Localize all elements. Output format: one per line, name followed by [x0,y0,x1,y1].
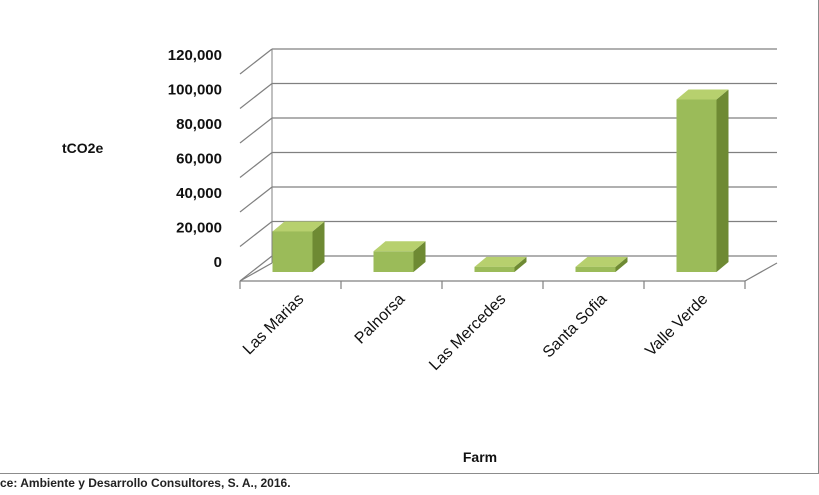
bar-side [716,89,729,272]
gridline-left-slant [239,48,273,75]
x-category-label: Las Marias [240,291,307,358]
x-category-label: Las Mercedes [426,291,509,374]
bar-top [676,89,729,100]
bar [575,266,616,272]
bar-side [615,256,628,272]
x-category-label: Santa Sofia [540,291,611,362]
x-category-labels: Las Marias Palnorsa Las Mercedes Santa Sofi… [240,291,711,374]
bar-top [373,241,426,252]
y-tick-label: 40,000 [176,185,222,202]
bar [474,266,515,272]
bar-top [272,221,325,232]
bar-side [413,241,426,272]
y-tick-label: 0 [214,254,222,271]
bar-top [474,256,527,267]
y-tick-label: 100,000 [168,82,222,99]
floor-left-edge [239,262,273,282]
gridline-left-slant [239,117,273,144]
y-tick-label: 60,000 [176,151,222,168]
y-axis-title: tCO2e [62,140,103,156]
bar [373,251,414,272]
bar-side [514,256,527,272]
bar [272,231,313,272]
gridline-left-slant [239,255,273,282]
x-category-label: Palnorsa [352,291,409,348]
y-tick-label: 80,000 [176,116,222,133]
bar-side [312,221,325,272]
bar-top [575,256,628,267]
bar-chart: 020,00040,00060,00080,000100,000120,000 … [62,47,778,465]
x-category-label: Valle Verde [642,291,711,360]
gridline-left-slant [239,221,273,247]
source-note: ce: Ambiente y Desarrollo Consultores, S… [0,476,291,490]
bars [272,89,729,272]
gridline-left-slant [239,83,273,109]
gridline-left-slant [239,186,273,213]
y-tick-labels: 0 20,000 40,000 60,000 80,000 100,000 120,000 [168,47,222,271]
y-tick-label: 20,000 [176,220,222,237]
y-tick-label: 120,000 [168,47,222,64]
bar [676,99,717,272]
gridline-left-slant [239,152,273,178]
x-axis-title: Farm [463,449,497,465]
floor-right-edge [744,262,778,282]
